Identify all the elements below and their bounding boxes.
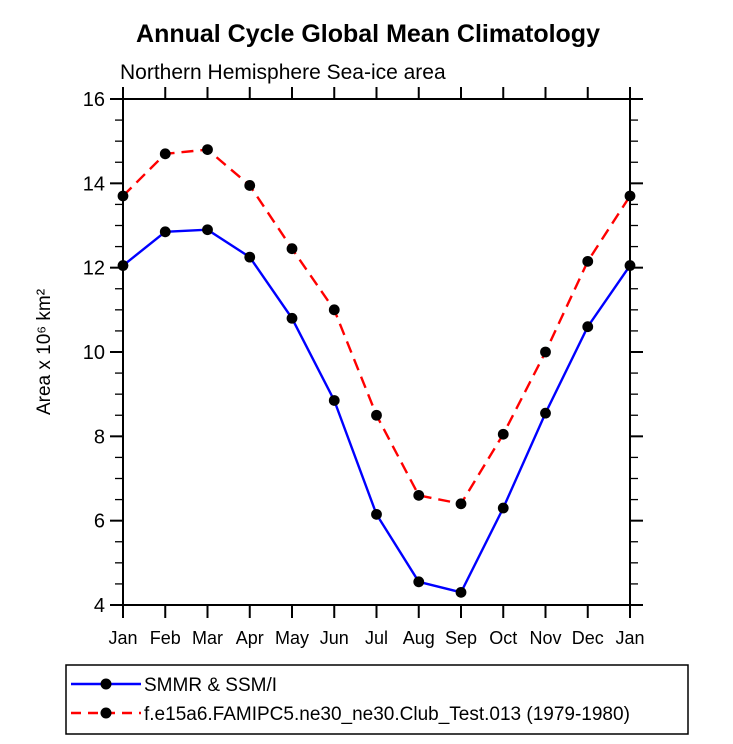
legend-marker-observed-icon: [100, 678, 112, 690]
x-tick-label: Jan: [108, 628, 137, 648]
x-tick-label: Jun: [320, 628, 349, 648]
y-tick-label: 16: [83, 89, 105, 111]
x-tick-label: Oct: [489, 628, 517, 648]
data-point-series-0: [159, 226, 171, 238]
legend-marker-model-icon: [100, 707, 112, 719]
data-point-series-1: [624, 190, 636, 202]
data-point-series-1: [117, 190, 129, 202]
data-point-series-1: [328, 304, 340, 316]
legend-box: [65, 664, 689, 735]
series-line-1: [122, 148, 632, 506]
data-point-series-1: [497, 428, 509, 440]
x-tick-label: Dec: [572, 628, 604, 648]
data-point-series-0: [497, 502, 509, 514]
data-point-series-1: [244, 180, 256, 191]
data-point-series-1: [540, 346, 551, 358]
data-point-series-1: [371, 409, 382, 421]
x-tick-label: Apr: [236, 628, 264, 648]
y-tick-label: 6: [94, 511, 105, 533]
chart-subtitle: Northern Hemisphere Sea-ice area: [120, 61, 446, 84]
y-tick-label: 4: [94, 595, 105, 617]
data-point-series-1: [286, 243, 298, 255]
plot-area: 4 6 8 10 12 14 16 Jan Feb Mar Apr May Jun Jul Aug Sep Oc…: [83, 87, 645, 648]
data-point-series-0: [455, 586, 467, 598]
plot-frame: [122, 98, 631, 606]
data-point-series-1: [582, 255, 594, 267]
x-tick-label: Mar: [192, 628, 223, 648]
y-tick-label: 14: [83, 173, 105, 195]
x-tick-label: Nov: [529, 628, 561, 648]
legend-label-model: f.e15a6.FAMIPC5.ne30_ne30.Club_Test.013 …: [144, 704, 630, 725]
y-tick-label: 8: [94, 426, 105, 448]
x-tick-label: Feb: [150, 628, 181, 648]
legend-label-observed: SMMR & SSM/I: [144, 675, 277, 696]
x-tick-label: Sep: [445, 628, 477, 648]
data-point-series-0: [244, 251, 256, 263]
legend: SMMR & SSM/I f.e15a6.FAMIPC5.ne30_ne30.C…: [65, 664, 689, 735]
x-tick-label: Jan: [615, 628, 644, 648]
x-tick-label: Aug: [403, 628, 435, 648]
data-point-series-1: [413, 489, 425, 501]
data-point-series-0: [328, 395, 340, 406]
data-point-series-0: [371, 508, 382, 520]
data-point-series-0: [582, 321, 594, 333]
y-tick-label: 10: [83, 342, 105, 364]
data-point-series-0: [117, 260, 129, 271]
data-point-series-0: [413, 576, 425, 588]
data-point-series-0: [540, 407, 551, 419]
x-tick-label: Jul: [365, 628, 388, 648]
x-tick-label: May: [275, 628, 309, 648]
data-point-series-1: [455, 498, 467, 510]
data-point-series-1: [202, 144, 213, 156]
y-axis-label: Area x 10⁶ km²: [34, 289, 55, 415]
y-tick-label: 12: [83, 258, 105, 280]
chart-title: Annual Cycle Global Mean Climatology: [136, 20, 600, 48]
data-point-series-0: [624, 260, 636, 271]
data-point-series-0: [202, 224, 213, 236]
data-point-series-0: [286, 312, 298, 324]
data-point-series-1: [159, 148, 171, 160]
